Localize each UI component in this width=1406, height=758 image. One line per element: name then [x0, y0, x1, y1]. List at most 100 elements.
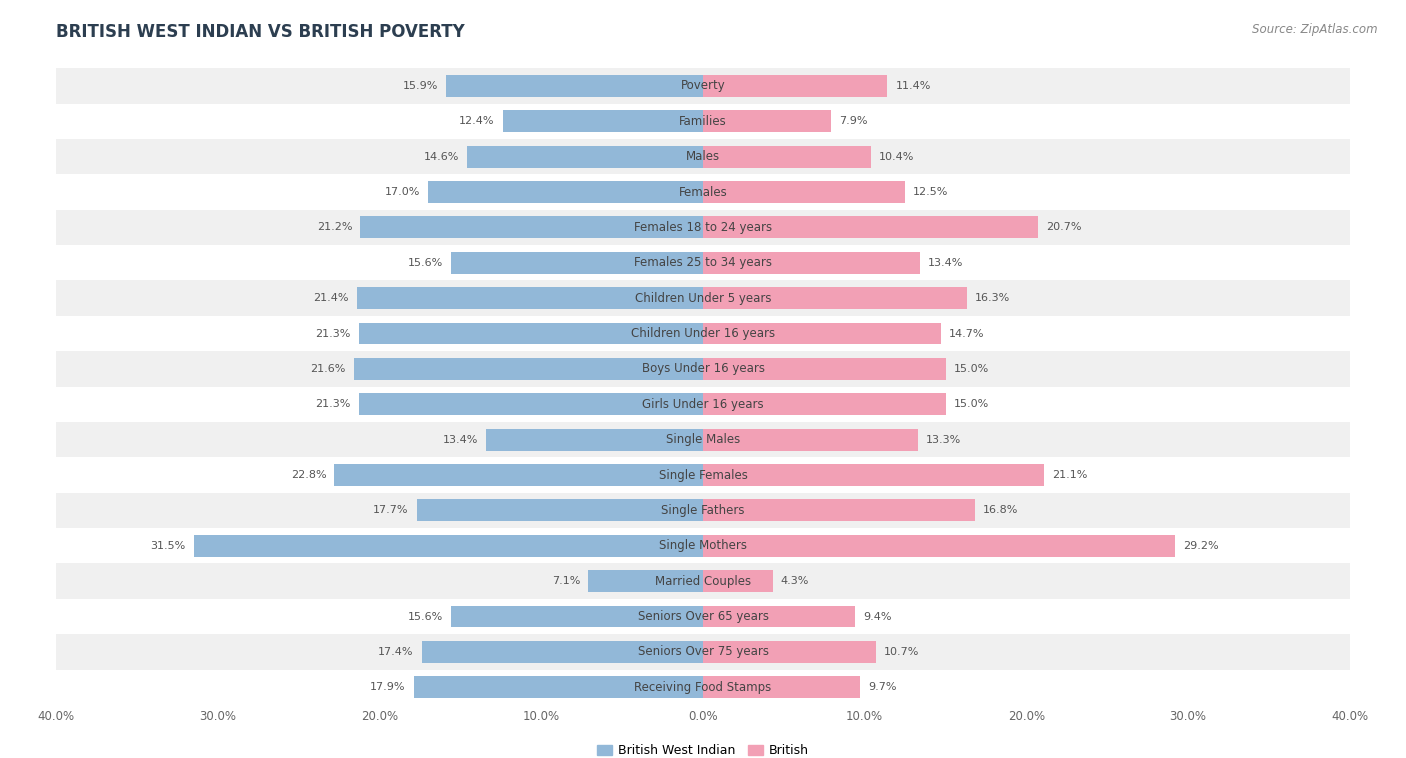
Bar — [335, 464, 703, 486]
Bar — [56, 316, 1350, 351]
Bar — [502, 111, 703, 132]
Bar — [703, 287, 966, 309]
Bar — [56, 139, 1350, 174]
Text: Single Males: Single Males — [666, 433, 740, 446]
Bar — [703, 75, 887, 97]
Text: 17.0%: 17.0% — [385, 187, 420, 197]
Text: Boys Under 16 years: Boys Under 16 years — [641, 362, 765, 375]
Bar — [56, 68, 1350, 104]
Text: 9.7%: 9.7% — [868, 682, 897, 692]
Text: 29.2%: 29.2% — [1184, 540, 1219, 551]
Bar — [703, 606, 855, 628]
Text: Girls Under 16 years: Girls Under 16 years — [643, 398, 763, 411]
Text: 15.9%: 15.9% — [402, 81, 437, 91]
Text: Females 25 to 34 years: Females 25 to 34 years — [634, 256, 772, 269]
Bar — [703, 429, 918, 450]
Text: 9.4%: 9.4% — [863, 612, 891, 622]
Text: 7.1%: 7.1% — [551, 576, 581, 586]
Bar — [56, 210, 1350, 245]
Bar — [56, 280, 1350, 316]
Text: Seniors Over 75 years: Seniors Over 75 years — [637, 645, 769, 659]
Text: 7.9%: 7.9% — [839, 116, 868, 127]
Text: 12.5%: 12.5% — [914, 187, 949, 197]
Text: Males: Males — [686, 150, 720, 163]
Text: 11.4%: 11.4% — [896, 81, 931, 91]
Text: Receiving Food Stamps: Receiving Food Stamps — [634, 681, 772, 694]
Text: Married Couples: Married Couples — [655, 575, 751, 587]
Text: Source: ZipAtlas.com: Source: ZipAtlas.com — [1253, 23, 1378, 36]
Text: 16.3%: 16.3% — [974, 293, 1010, 303]
Bar — [486, 429, 703, 450]
Bar — [56, 563, 1350, 599]
Bar — [703, 570, 772, 592]
Legend: British West Indian, British: British West Indian, British — [592, 739, 814, 758]
Text: 21.4%: 21.4% — [314, 293, 349, 303]
Bar — [703, 535, 1175, 556]
Text: Single Females: Single Females — [658, 468, 748, 481]
Text: Poverty: Poverty — [681, 80, 725, 92]
Bar — [359, 323, 703, 344]
Text: 12.4%: 12.4% — [458, 116, 495, 127]
Text: 13.4%: 13.4% — [443, 434, 478, 445]
Text: 13.4%: 13.4% — [928, 258, 963, 268]
Bar — [354, 358, 703, 380]
Text: 22.8%: 22.8% — [291, 470, 326, 480]
Text: 21.2%: 21.2% — [316, 222, 352, 233]
Bar — [703, 181, 905, 203]
Bar — [703, 111, 831, 132]
Bar — [56, 351, 1350, 387]
Text: 10.7%: 10.7% — [884, 647, 920, 657]
Text: Children Under 5 years: Children Under 5 years — [634, 292, 772, 305]
Bar — [703, 252, 920, 274]
Bar — [194, 535, 703, 556]
Bar — [703, 393, 946, 415]
Text: 13.3%: 13.3% — [927, 434, 962, 445]
Bar — [416, 500, 703, 522]
Text: 4.3%: 4.3% — [780, 576, 808, 586]
Text: 17.9%: 17.9% — [370, 682, 405, 692]
Bar — [451, 252, 703, 274]
Text: 15.0%: 15.0% — [953, 399, 988, 409]
Bar — [703, 641, 876, 662]
Text: 16.8%: 16.8% — [983, 506, 1018, 515]
Text: 20.7%: 20.7% — [1046, 222, 1081, 233]
Bar — [56, 174, 1350, 210]
Bar — [56, 387, 1350, 422]
Text: 21.1%: 21.1% — [1052, 470, 1088, 480]
Bar — [703, 217, 1038, 238]
Bar — [703, 358, 946, 380]
Bar — [446, 75, 703, 97]
Text: 17.7%: 17.7% — [373, 506, 409, 515]
Bar — [56, 104, 1350, 139]
Bar — [703, 146, 872, 168]
Text: 15.6%: 15.6% — [408, 258, 443, 268]
Bar — [56, 528, 1350, 563]
Text: 21.3%: 21.3% — [315, 399, 350, 409]
Text: Single Fathers: Single Fathers — [661, 504, 745, 517]
Text: 17.4%: 17.4% — [378, 647, 413, 657]
Bar — [422, 641, 703, 662]
Bar — [56, 245, 1350, 280]
Text: Children Under 16 years: Children Under 16 years — [631, 327, 775, 340]
Text: 14.6%: 14.6% — [423, 152, 458, 161]
Bar — [56, 634, 1350, 669]
Bar — [56, 599, 1350, 634]
Bar — [56, 422, 1350, 457]
Bar — [413, 676, 703, 698]
Text: 15.6%: 15.6% — [408, 612, 443, 622]
Bar — [451, 606, 703, 628]
Text: 10.4%: 10.4% — [879, 152, 915, 161]
Bar — [588, 570, 703, 592]
Bar — [467, 146, 703, 168]
Bar — [56, 669, 1350, 705]
Bar — [56, 457, 1350, 493]
Bar — [56, 493, 1350, 528]
Text: 31.5%: 31.5% — [150, 540, 186, 551]
Text: Single Mothers: Single Mothers — [659, 539, 747, 553]
Text: Females: Females — [679, 186, 727, 199]
Bar — [703, 323, 941, 344]
Text: Females 18 to 24 years: Females 18 to 24 years — [634, 221, 772, 234]
Bar — [703, 676, 860, 698]
Text: Families: Families — [679, 114, 727, 128]
Bar — [357, 287, 703, 309]
